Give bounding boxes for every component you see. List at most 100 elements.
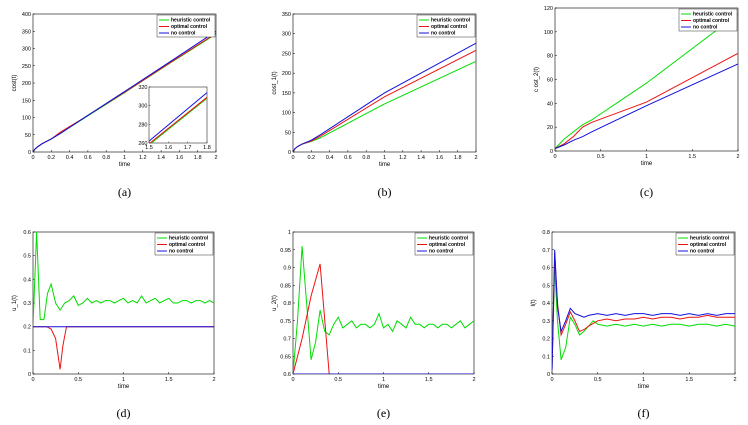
y-axis-label: cost(t) (12, 75, 18, 92)
x-axis-label: time (641, 161, 653, 167)
inset-series-line-none (149, 92, 207, 142)
x-axis-label: time (119, 162, 131, 168)
inset-y-tick-label: 280 (138, 122, 147, 128)
y-tick-label: 350 (282, 12, 291, 18)
y-tick-label: 0.5 (23, 254, 31, 260)
y-tick-label: 0.6 (542, 266, 550, 272)
legend-label: heuristic control (431, 18, 471, 24)
x-tick-label: 0.4 (326, 155, 334, 161)
x-tick-label: 0.4 (66, 155, 74, 161)
y-axis-label: I(t) (531, 299, 537, 306)
chart-a: 0 0.2 0.4 0.6 0.8 1 1.2 1.4 1.6 1.8 20501001502002… (12, 12, 218, 199)
x-axis-label: time (118, 384, 130, 390)
legend-label: no control (431, 31, 456, 37)
chart-f: 0 0.5 1 1.5 2 0 0.1 0.2 0.3 0.4 0.5 0.6 0.7 0.8 time I(… (531, 230, 737, 420)
x-tick-label: 0.8 (362, 155, 370, 161)
legend-label: heuristic control (690, 236, 730, 242)
y-tick-label: 50 (285, 130, 291, 136)
legend-box (675, 232, 735, 256)
panel-caption: (a) (118, 185, 131, 199)
y-tick-label: 0.65 (280, 354, 291, 360)
legend-label: optimal control (171, 24, 208, 30)
y-tick-label: 0 (550, 149, 553, 155)
legend-box (416, 14, 476, 38)
x-tick-label: 0.5 (74, 377, 82, 383)
inset-x-tick-label: 1.6 (165, 145, 173, 151)
legend-label: heuristic control (171, 18, 211, 24)
y-tick-label: 0.7 (542, 248, 550, 254)
y-tick-label: 200 (22, 81, 31, 87)
y-tick-label: 100 (544, 30, 553, 36)
legend-label: heuristic control (169, 236, 209, 242)
x-tick-label: 0.5 (334, 377, 342, 383)
x-tick-label: 1 (645, 154, 648, 160)
x-tick-label: 2 (474, 155, 477, 161)
series-line-optimal (293, 263, 474, 374)
legend-label: no control (429, 249, 454, 255)
x-tick-label: 1.6 (176, 155, 184, 161)
panel-caption: (f) (638, 406, 650, 420)
y-tick-label: 350 (22, 29, 31, 35)
y-tick-label: 0.3 (542, 319, 550, 325)
y-tick-label: 0.85 (280, 283, 291, 289)
inset-y-tick-label: 300 (138, 104, 147, 110)
y-tick-label: 250 (22, 64, 31, 70)
y-tick-label: 150 (282, 91, 291, 97)
legend-box (678, 8, 738, 32)
panel-caption: (b) (378, 185, 392, 199)
y-tick-label: 0.2 (542, 337, 550, 343)
inset-series-line-heuristic (150, 97, 207, 143)
x-tick-label: 1.2 (399, 155, 407, 161)
y-tick-label: 0.4 (542, 301, 550, 307)
chart-b: 0 0.2 0.4 0.6 0.8 1 1.2 1.4 1.6 1.8 2 0 50 100 150 200 2… (272, 12, 478, 199)
x-tick-label: 0.6 (84, 155, 92, 161)
inset-series-line-optimal (149, 96, 207, 143)
x-tick-label: 1 (123, 155, 126, 161)
x-tick-label: 0.6 (344, 155, 352, 161)
y-tick-label: 0.75 (280, 319, 291, 325)
x-tick-label: 1.5 (688, 154, 696, 160)
legend-box (414, 232, 474, 256)
x-tick-label: 1.5 (425, 377, 433, 383)
x-tick-label: 0 (553, 154, 556, 160)
x-tick-label: 1 (383, 155, 386, 161)
legend-label: optimal control (169, 242, 206, 248)
y-tick-label: 50 (25, 133, 31, 139)
y-tick-label: 0.8 (283, 301, 291, 307)
x-tick-label: 2 (212, 377, 215, 383)
y-tick-label: 250 (282, 51, 291, 57)
y-tick-label: 100 (282, 111, 291, 117)
x-tick-label: 1 (642, 377, 645, 383)
series-line-heuristic (33, 232, 214, 327)
legend-box (154, 232, 214, 256)
x-tick-label: 2 (472, 377, 475, 383)
x-tick-label: 0.5 (594, 377, 602, 383)
x-axis-label: time (378, 384, 390, 390)
y-tick-label: 300 (22, 47, 31, 53)
inset-x-tick-label: 1.5 (145, 145, 153, 151)
y-tick-label: 0.6 (23, 230, 31, 236)
x-tick-label: 0.2 (307, 155, 315, 161)
y-tick-label: 0.8 (542, 230, 550, 236)
y-tick-label: 80 (547, 54, 553, 60)
legend-label: optimal control (693, 18, 730, 24)
panel-caption: (e) (377, 406, 390, 420)
y-axis-label: cost_1(t) (272, 71, 278, 94)
x-tick-label: 1.8 (194, 155, 202, 161)
x-tick-label: 1 (382, 377, 385, 383)
y-tick-label: 0 (547, 372, 550, 378)
panel-caption: (c) (640, 185, 653, 199)
y-tick-label: 0 (28, 150, 31, 156)
y-tick-label: 150 (22, 98, 31, 104)
x-tick-label: 1.2 (139, 155, 147, 161)
series-line-heuristic (293, 60, 476, 152)
inset-x-tick-label: 1.8 (203, 145, 211, 151)
x-tick-label: 1.6 (436, 155, 444, 161)
y-axis-label: u_1(t) (12, 295, 18, 311)
inset-frame (148, 86, 208, 144)
series-line-none (552, 249, 735, 371)
y-tick-label: 0.95 (280, 248, 291, 254)
legend-label: no control (171, 31, 196, 37)
legend-label: optimal control (431, 24, 468, 30)
